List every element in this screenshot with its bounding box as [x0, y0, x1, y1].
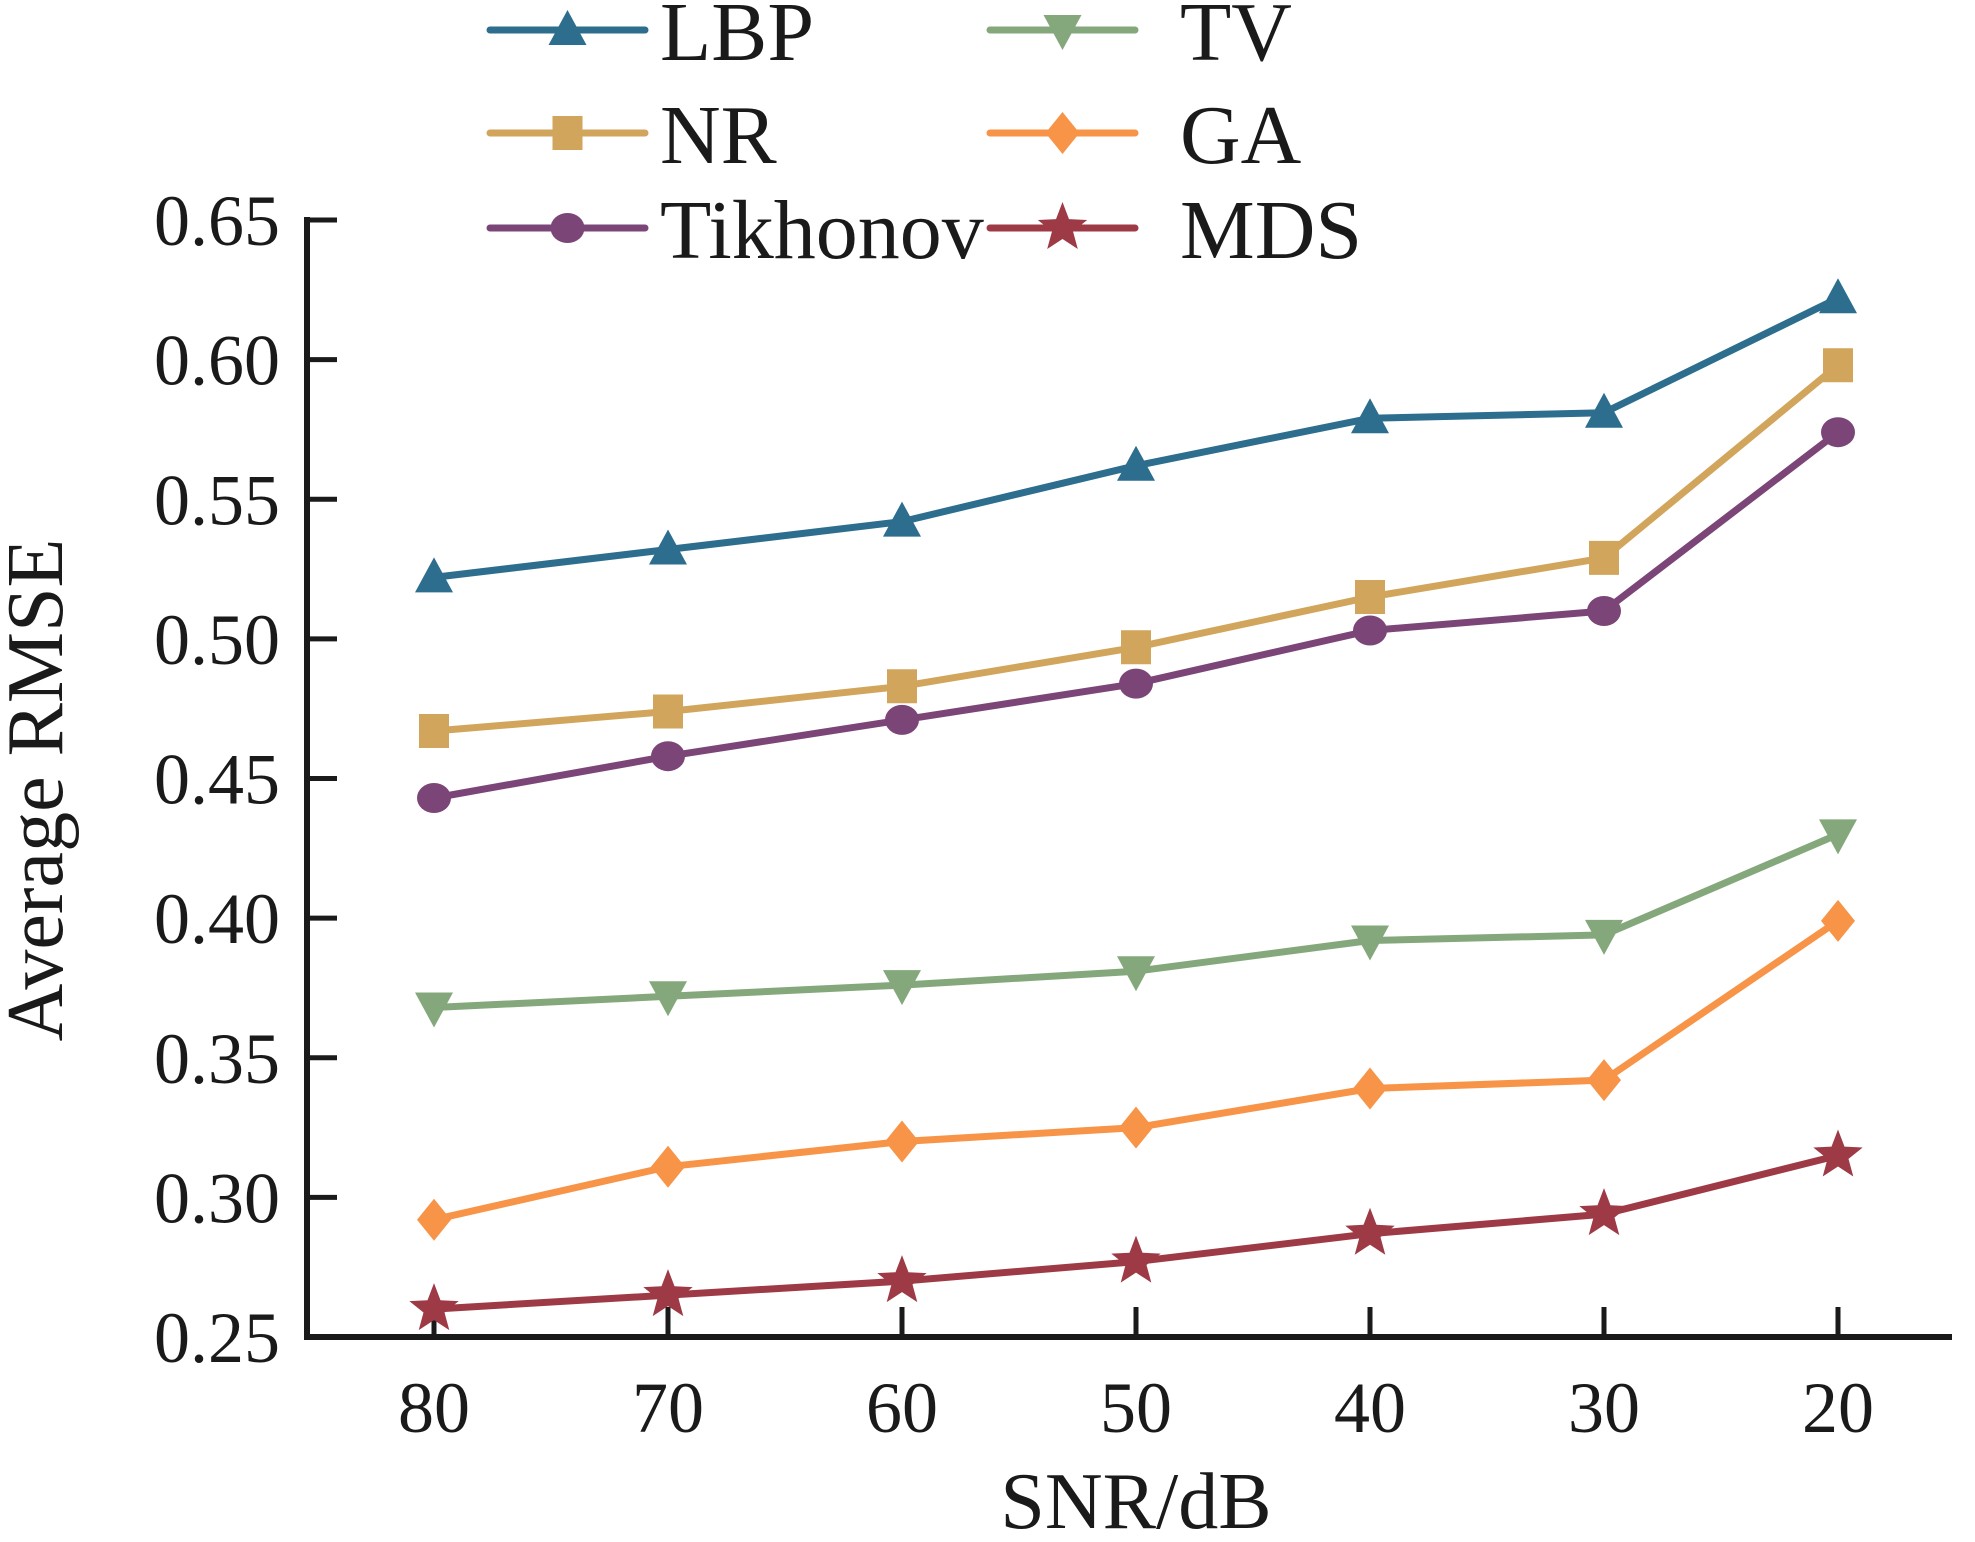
square-icon	[1823, 348, 1853, 383]
y-axis-ticks: 0.65 0.60 0.55 0.50 0.45 0.40 0.35 0.30 0.25	[154, 181, 337, 1378]
y-tick-label: 0.50	[154, 600, 280, 680]
star-icon	[1579, 1188, 1629, 1236]
y-tick-label: 0.30	[154, 1158, 280, 1238]
square-icon	[1355, 580, 1385, 614]
star-icon	[409, 1283, 459, 1331]
triangle-down-icon	[415, 992, 453, 1028]
star-icon	[1345, 1207, 1395, 1255]
x-axis-ticks: 80 70 60 50 40 30 20	[398, 1307, 1874, 1448]
x-tick-label: 70	[632, 1368, 704, 1448]
series-line-Tikhonov	[430, 428, 1842, 802]
legend-label-LBP: LBP	[660, 0, 814, 79]
x-axis-title: SNR/dB	[1000, 1458, 1271, 1542]
legend-item-LBP: LBP	[486, 0, 814, 79]
legend-label-MDS: MDS	[1180, 184, 1362, 277]
diamond-icon	[651, 1145, 685, 1188]
diamond-icon	[417, 1198, 451, 1241]
triangle-up-icon	[1585, 392, 1623, 428]
y-tick-label: 0.55	[154, 460, 280, 540]
x-tick-label: 80	[398, 1368, 470, 1448]
circle-icon	[651, 741, 685, 772]
y-axis-title: Average RMSE	[0, 539, 80, 1042]
diamond-icon	[1587, 1059, 1621, 1102]
series-TV	[415, 819, 1857, 1028]
circle-icon	[417, 783, 451, 813]
y-tick-label: 0.45	[154, 740, 280, 820]
triangle-up-icon	[1351, 398, 1389, 434]
diamond-icon	[1821, 899, 1855, 942]
y-tick-label: 0.35	[154, 1019, 280, 1099]
triangle-up-icon	[548, 10, 587, 45]
triangle-down-icon	[1819, 819, 1857, 855]
series-LBP	[415, 278, 1857, 593]
series-line-MDS	[430, 1152, 1842, 1313]
series-GA	[417, 899, 1855, 1241]
x-tick-label: 20	[1802, 1368, 1874, 1448]
circle-icon	[1821, 417, 1855, 448]
series-MDS	[409, 1129, 1863, 1331]
triangle-down-icon	[649, 981, 687, 1017]
circle-icon	[1353, 615, 1387, 646]
diamond-icon	[1045, 112, 1080, 154]
square-icon	[552, 116, 583, 150]
square-icon	[653, 694, 683, 729]
legend-item-MDS: MDS	[986, 184, 1362, 277]
circle-icon	[885, 704, 919, 735]
x-tick-label: 30	[1568, 1368, 1640, 1448]
series-Tikhonov	[417, 417, 1855, 813]
y-tick-label: 0.60	[154, 321, 280, 401]
axes: 0.65 0.60 0.55 0.50 0.45 0.40 0.35 0.30 0.25 80 7…	[154, 181, 1952, 1448]
series-NR	[419, 348, 1853, 748]
x-tick-label: 40	[1334, 1368, 1406, 1448]
diamond-icon	[1353, 1067, 1387, 1110]
diamond-icon	[1119, 1106, 1153, 1149]
circle-icon	[1587, 596, 1621, 626]
star-icon	[1037, 202, 1088, 249]
triangle-up-icon	[649, 529, 687, 565]
square-icon	[419, 714, 449, 748]
star-icon	[877, 1255, 927, 1303]
plot-series	[409, 278, 1863, 1331]
star-icon	[1111, 1235, 1161, 1283]
star-icon	[643, 1269, 693, 1317]
legend-label-Tikhonov: Tikhonov	[660, 184, 984, 277]
triangle-down-icon	[1043, 15, 1082, 50]
square-icon	[887, 669, 917, 704]
square-icon	[1121, 630, 1151, 665]
diamond-icon	[885, 1120, 919, 1163]
y-tick-label: 0.65	[154, 181, 280, 261]
square-icon	[1589, 540, 1619, 575]
legend-label-GA: GA	[1180, 89, 1302, 182]
legend-item-TV: TV	[986, 0, 1292, 79]
triangle-down-icon	[883, 970, 921, 1006]
legend-label-NR: NR	[660, 89, 777, 182]
triangle-down-icon	[1351, 925, 1389, 961]
x-tick-label: 60	[866, 1368, 938, 1448]
legend-item-GA: GA	[986, 89, 1302, 182]
circle-icon	[550, 213, 585, 243]
circle-icon	[1119, 668, 1153, 699]
legend-item-Tikhonov: Tikhonov	[486, 184, 984, 277]
triangle-up-icon	[1117, 445, 1155, 481]
y-tick-label: 0.25	[154, 1298, 280, 1378]
legend-label-TV: TV	[1180, 0, 1292, 79]
y-tick-label: 0.40	[154, 879, 280, 959]
triangle-up-icon	[1819, 278, 1857, 314]
triangle-up-icon	[883, 501, 921, 537]
triangle-down-icon	[1585, 919, 1623, 955]
x-tick-label: 50	[1100, 1368, 1172, 1448]
legend-item-NR: NR	[486, 89, 777, 182]
star-icon	[1813, 1129, 1863, 1177]
triangle-up-icon	[415, 557, 453, 593]
triangle-down-icon	[1117, 956, 1155, 992]
